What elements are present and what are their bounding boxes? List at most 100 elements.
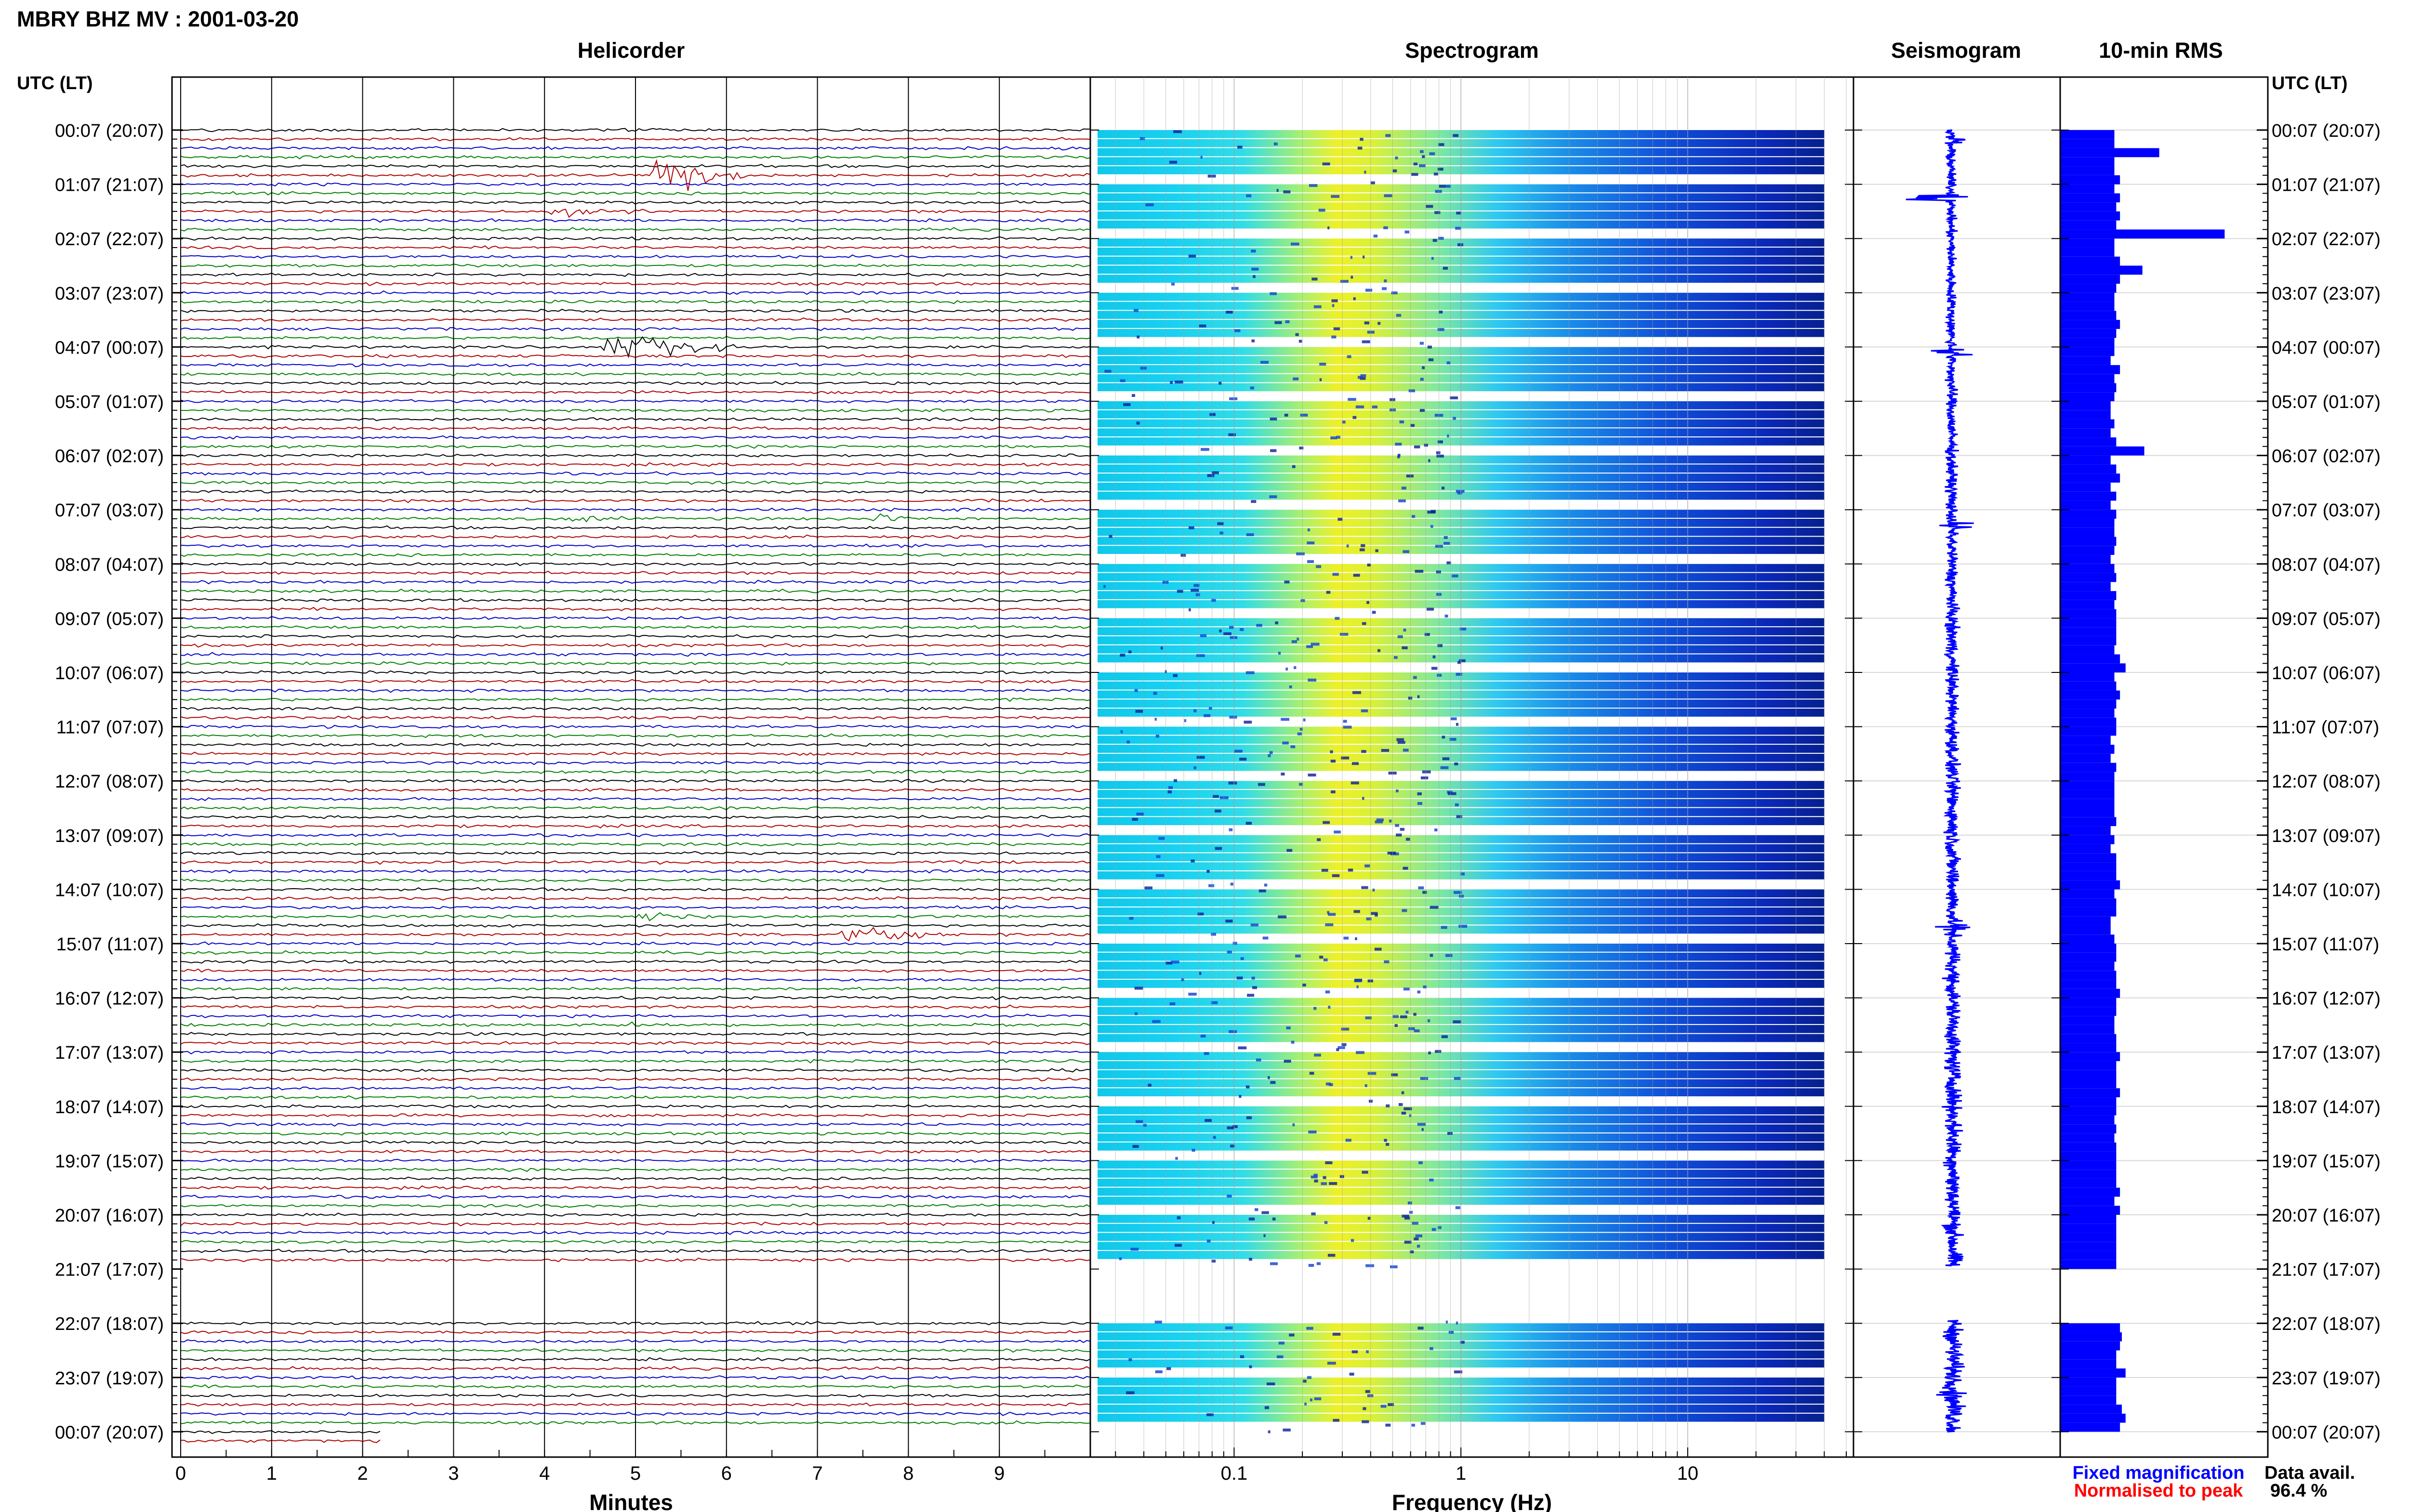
spectrogram-speckle xyxy=(1200,634,1207,637)
spectrogram-speckle xyxy=(1308,678,1317,682)
spectrogram-speckle xyxy=(1306,1327,1313,1330)
spectrogram-speckle xyxy=(1130,1248,1139,1251)
spectrogram-speckle xyxy=(1175,381,1183,384)
spectrogram-speckle xyxy=(1420,150,1424,153)
spectrogram-speckle xyxy=(1363,1407,1366,1410)
spectrogram-speckle xyxy=(1329,1083,1333,1086)
spectrogram-speckle xyxy=(1270,292,1277,295)
spectrogram-speckle xyxy=(1318,209,1325,212)
spectrogram-speckle xyxy=(1427,607,1434,611)
spectrogram-speckle xyxy=(1313,305,1322,308)
spectrogram-speckle xyxy=(1456,815,1462,818)
spectrogram-speckle xyxy=(1415,569,1424,573)
y-tick-label-left: 00:07 (20:07) xyxy=(55,1422,164,1443)
rms-bar xyxy=(2060,148,2159,158)
spectrogram-speckle xyxy=(1139,137,1145,140)
spectrogram-speckle xyxy=(1148,1083,1152,1087)
rms-bar xyxy=(2060,907,2117,917)
spectrogram-speckle xyxy=(1188,992,1197,996)
spectrogram-speckle xyxy=(1323,958,1328,961)
spectrogram-speckle xyxy=(1206,1239,1211,1243)
spectrogram-speckle xyxy=(1284,413,1288,417)
spectrogram-speckle xyxy=(1364,864,1370,868)
y-tick-label-right: 08:07 (04:07) xyxy=(2272,555,2381,575)
spectrogram-speckle xyxy=(1420,1077,1429,1080)
spectrogram-speckle xyxy=(1294,666,1297,670)
spectrogram-speckle xyxy=(1126,740,1130,744)
spectrogram-speckle xyxy=(1302,984,1306,987)
spectrogram-speckle xyxy=(1201,448,1209,451)
spectrogram-speckle xyxy=(1340,632,1349,636)
spectrogram-speckle xyxy=(1245,822,1252,825)
spectrogram-speckle xyxy=(1331,790,1336,793)
spectrogram-speckle xyxy=(1284,1060,1291,1063)
spectrogram-speckle xyxy=(1408,1027,1415,1030)
spectrogram-speckle xyxy=(1214,809,1221,813)
spectrogram-speckle xyxy=(1353,297,1356,301)
spectrogram-speckle xyxy=(1367,330,1375,334)
spectrogram-speckle xyxy=(1136,421,1140,425)
spectrogram-speckle xyxy=(1278,1341,1285,1345)
spectrogram-speckle xyxy=(1132,1145,1139,1148)
y-tick-label-left: 14:07 (10:07) xyxy=(55,880,164,900)
y-tick-label-right: 03:07 (23:07) xyxy=(2272,284,2381,304)
spectrogram-speckle xyxy=(1442,736,1445,739)
spectrogram-speckle xyxy=(1328,913,1336,916)
spectrogram-speckle xyxy=(1401,1091,1404,1094)
spectrogram-speckle xyxy=(1404,1216,1410,1220)
legend-fixed: Fixed magnification xyxy=(2073,1463,2245,1483)
spectrogram-speckle xyxy=(1196,756,1205,759)
y-tick-label-right: 04:07 (00:07) xyxy=(2272,338,2381,358)
y-tick-label-right: 00:07 (20:07) xyxy=(2272,121,2381,141)
spectrogram-speckle xyxy=(1433,172,1438,176)
rms-bar xyxy=(2060,527,2115,537)
y-tick-label-right: 22:07 (18:07) xyxy=(2272,1314,2381,1334)
seismogram-line xyxy=(1906,129,1974,1433)
spectrogram-speckle xyxy=(1367,1217,1371,1220)
rms-bar xyxy=(2060,1160,2117,1170)
spectrogram-speckle xyxy=(1445,954,1453,957)
x-tick-label: 1 xyxy=(1456,1463,1466,1484)
spectrogram-speckle xyxy=(1316,1262,1321,1265)
spectrogram-speckle xyxy=(1437,644,1443,647)
spectrogram-speckle xyxy=(1162,580,1169,584)
spectrogram-speckle xyxy=(1333,1419,1339,1422)
spectrogram-speckle xyxy=(1281,772,1285,776)
spectrogram-speckle xyxy=(1404,1240,1412,1244)
rms-bar xyxy=(2060,600,2115,609)
spectrogram-speckle xyxy=(1325,923,1334,926)
spectrogram-speckle xyxy=(1299,727,1303,731)
y-tick-label-left: 02:07 (22:07) xyxy=(55,229,164,250)
spectrogram-speckle xyxy=(1323,1176,1326,1179)
spectrogram-speckle xyxy=(1144,886,1153,890)
y-tick-label-right: 11:07 (07:07) xyxy=(2272,718,2379,738)
spectrogram-speckle xyxy=(1457,491,1462,495)
spectrogram-speckle xyxy=(1283,190,1291,194)
spectrogram-speckle xyxy=(1226,311,1233,314)
x-tick-label: 2 xyxy=(357,1463,368,1484)
rms-bar xyxy=(2060,284,2117,293)
spectrogram-speckle xyxy=(1446,361,1451,365)
spectrogram-speckle xyxy=(1273,142,1278,145)
spectrogram-speckle xyxy=(1395,824,1399,827)
spectrogram-speckle xyxy=(1455,1206,1460,1210)
data-avail-label: Data avail. xyxy=(2264,1463,2355,1483)
spectrogram-speckle xyxy=(1438,143,1444,146)
spectrogram-speckle xyxy=(1120,379,1125,382)
rms-bar xyxy=(2060,1187,2120,1197)
spectrogram-speckle xyxy=(1310,1398,1312,1402)
spectrogram-speckle xyxy=(1435,190,1442,193)
spectrogram-speckle xyxy=(1384,194,1392,197)
spectrogram-speckle xyxy=(1416,1245,1420,1248)
spectrogram-speckle xyxy=(1459,627,1467,631)
spectrogram-speckle xyxy=(1424,444,1428,447)
spectrogram-speckle xyxy=(1331,195,1340,198)
rms-bar xyxy=(2060,1323,2120,1332)
spectrogram-speckle xyxy=(1337,518,1343,521)
spectrogram-speckle xyxy=(1334,830,1341,834)
spectrogram-speckle xyxy=(1456,672,1462,676)
y-tick-label-left: 18:07 (14:07) xyxy=(55,1097,164,1118)
spectrogram-speckle xyxy=(1136,813,1144,816)
rms-bar xyxy=(2060,944,2117,953)
spectrogram-speckle xyxy=(1252,986,1257,989)
